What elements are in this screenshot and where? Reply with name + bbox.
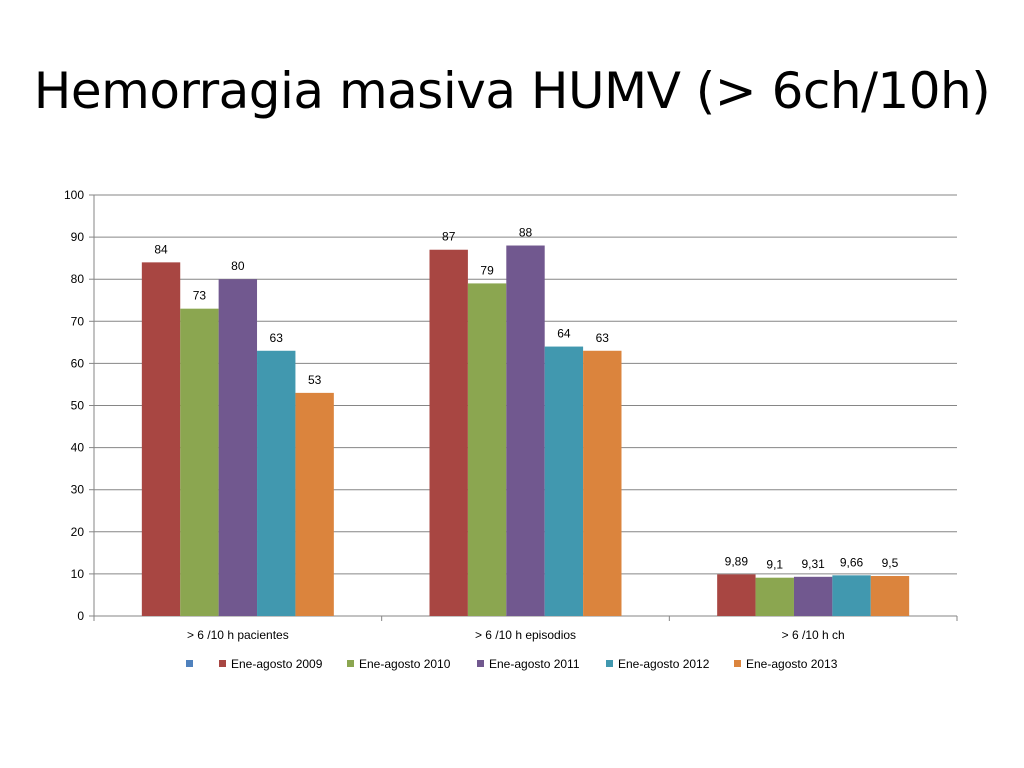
- bar: [832, 575, 871, 616]
- data-label: 9,1: [766, 558, 783, 572]
- data-label: 79: [480, 263, 494, 277]
- y-tick-label: 70: [71, 314, 85, 328]
- legend-label: Ene-agosto 2013: [746, 657, 838, 671]
- axes: 0 10 20 30 40 50 60 70 80 90 100 > 6 /10 h paciente…: [64, 188, 958, 642]
- category-label: > 6 /10 h ch: [782, 628, 845, 642]
- bar: [544, 346, 584, 616]
- bar: [583, 350, 622, 616]
- y-tick-label: 80: [71, 272, 85, 286]
- bar: [180, 308, 219, 616]
- category-label: > 6 /10 h pacientes: [187, 628, 289, 642]
- legend-label: Ene-agosto 2010: [359, 657, 451, 671]
- data-label: 84: [154, 242, 168, 256]
- data-label: 9,31: [801, 557, 825, 571]
- bar: [755, 577, 794, 616]
- y-tick-label: 20: [71, 525, 85, 539]
- legend: Ene-agosto 2009 Ene-agosto 2010 Ene-agosto…: [186, 657, 838, 671]
- data-label: 53: [308, 373, 322, 387]
- data-label: 9,5: [882, 556, 899, 570]
- bars: [141, 245, 910, 617]
- data-label: 88: [519, 226, 533, 240]
- y-tick-label: 30: [71, 483, 85, 497]
- category-label: > 6 /10 h episodios: [475, 628, 576, 642]
- data-label: 87: [442, 230, 456, 244]
- slide-title: Hemorragia masiva HUMV (> 6ch/10h): [33, 62, 991, 120]
- y-tick-label: 10: [71, 567, 85, 581]
- data-label: 9,89: [725, 554, 749, 568]
- bar: [793, 576, 833, 616]
- bar: [429, 249, 468, 617]
- y-tick-label: 0: [77, 609, 84, 623]
- legend-swatch: [606, 660, 613, 667]
- bar: [257, 350, 296, 616]
- data-label: 9,66: [840, 555, 864, 569]
- bar: [141, 262, 181, 616]
- data-label: 73: [193, 289, 207, 303]
- data-label: 63: [270, 331, 284, 345]
- bar: [506, 245, 545, 616]
- legend-label: Ene-agosto 2012: [618, 657, 710, 671]
- legend-label: Ene-agosto 2009: [231, 657, 323, 671]
- bar: [717, 574, 756, 616]
- bar: [295, 392, 334, 616]
- bar: [218, 279, 258, 616]
- y-tick-label: 40: [71, 441, 85, 455]
- y-tick-label: 50: [71, 399, 85, 413]
- bar: [467, 283, 507, 616]
- y-tick-label: 60: [71, 356, 85, 370]
- legend-swatch: [477, 660, 484, 667]
- legend-label: Ene-agosto 2011: [489, 657, 580, 671]
- bar: [870, 576, 910, 616]
- legend-swatch: [347, 660, 354, 667]
- data-label: 64: [557, 327, 571, 341]
- y-tick-label: 100: [64, 188, 84, 202]
- data-labels: 84 73 80 63 53 87 79 88 64 63 9,89 9,1 9,31 9,66 9,5: [154, 226, 898, 572]
- data-label: 80: [231, 259, 245, 273]
- legend-swatch: [734, 660, 741, 667]
- legend-swatch: [219, 660, 226, 667]
- y-tick-label: 90: [71, 230, 85, 244]
- legend-swatch: [186, 660, 193, 667]
- data-label: 63: [596, 331, 610, 345]
